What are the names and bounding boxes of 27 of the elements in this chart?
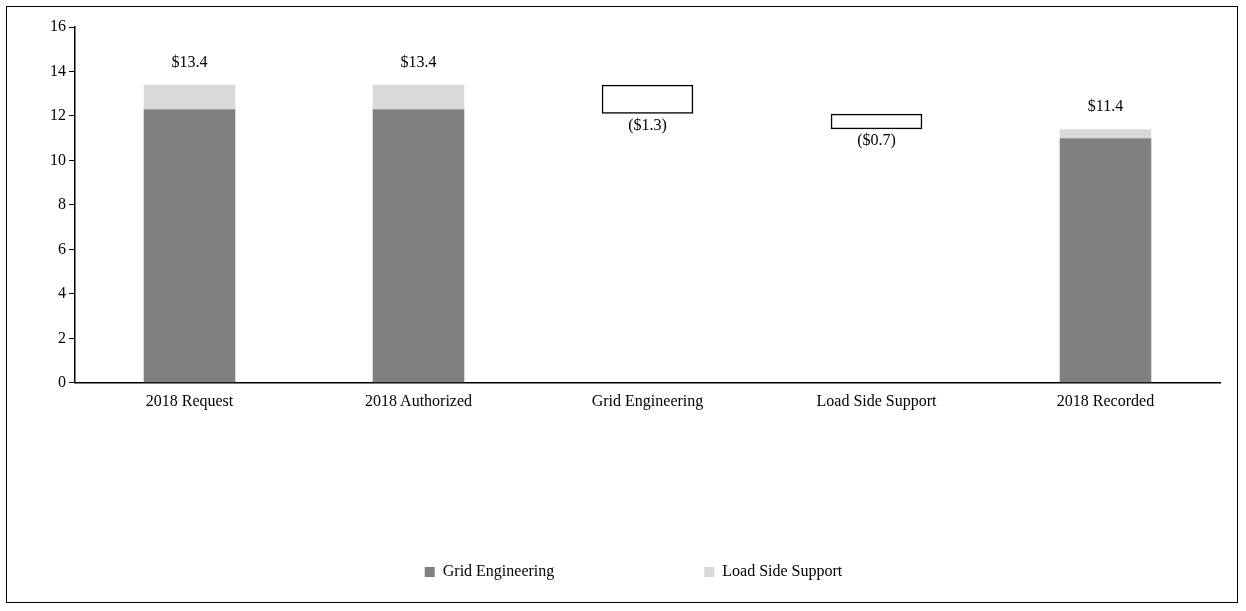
y-tick-label: 0	[58, 373, 66, 390]
x-tick-label: Load Side Support	[816, 391, 938, 410]
data-label: ($0.7)	[857, 131, 896, 150]
y-tick-label: 6	[58, 239, 66, 257]
bar	[1059, 138, 1152, 383]
y-tick-label: 10	[50, 150, 66, 168]
y-tick-label: 14	[50, 61, 66, 79]
data-label: ($1.3)	[628, 115, 667, 134]
y-tick-label: 4	[58, 284, 66, 302]
x-tick-label: 2018 Request	[145, 391, 234, 410]
legend-label: Grid Engineering	[442, 562, 555, 581]
total-label: $13.4	[400, 53, 437, 71]
bar	[372, 84, 465, 110]
y-tick-label: 12	[50, 106, 66, 124]
legend-label: Load Side Support	[722, 562, 843, 581]
x-tick-label: 2018 Recorded	[1056, 391, 1155, 409]
bar	[1059, 129, 1152, 139]
bar	[143, 109, 236, 383]
total-label: $11.4	[1087, 97, 1124, 115]
x-tick-label: 2018 Authorized	[364, 391, 473, 409]
y-tick-label: 2	[58, 328, 66, 346]
x-tick-label: Grid Engineering	[591, 391, 704, 410]
bar	[143, 84, 236, 110]
bar	[372, 109, 465, 383]
y-tick-label: 8	[58, 195, 66, 213]
total-label: $13.4	[171, 53, 208, 71]
y-tick-label: 16	[50, 17, 66, 35]
